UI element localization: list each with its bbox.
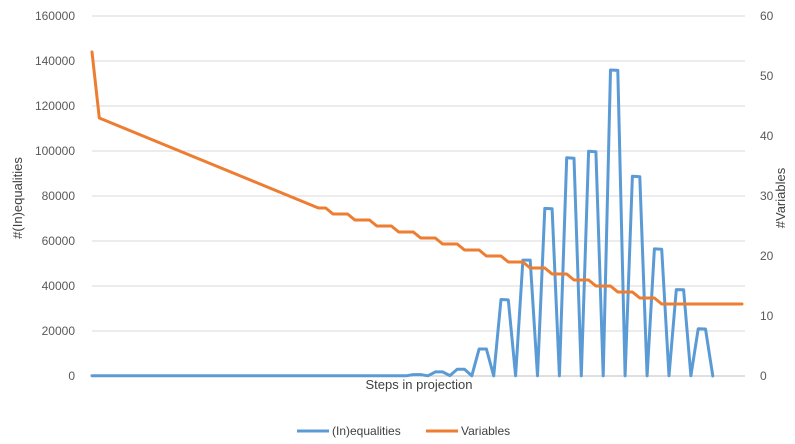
series-line-variables <box>90 50 744 306</box>
y2-tick-label: 10 <box>760 309 774 323</box>
y-tick-label: 140000 <box>35 54 75 68</box>
y2-tick-label: 20 <box>760 249 774 263</box>
series-layer <box>90 50 744 378</box>
y-tick-label: 40000 <box>42 279 76 293</box>
y-tick-label: 0 <box>68 369 75 383</box>
y-axis-title: #(In)equalities <box>10 157 25 239</box>
series-line-inequalities <box>90 68 715 378</box>
y-tick-label: 100000 <box>35 144 75 158</box>
y2-tick-label: 60 <box>760 9 774 23</box>
y-tick-label: 120000 <box>35 99 75 113</box>
y-tick-label: 160000 <box>35 9 75 23</box>
y2-tick-label: 40 <box>760 129 774 143</box>
right-axis-ticks: 0 10 20 30 40 50 60 <box>760 9 774 383</box>
legend: (In)equalities Variables <box>297 424 510 438</box>
y2-tick-label: 0 <box>760 369 767 383</box>
y2-axis-title: #Variables <box>773 167 788 228</box>
y-tick-label: 60000 <box>42 234 76 248</box>
y2-tick-label: 30 <box>760 189 774 203</box>
gridlines <box>92 15 745 332</box>
x-axis-title: Steps in projection <box>366 377 473 392</box>
y2-tick-label: 50 <box>760 69 774 83</box>
legend-label-inequalities: (In)equalities <box>332 424 401 438</box>
y-tick-label: 80000 <box>42 189 76 203</box>
legend-label-variables: Variables <box>461 424 510 438</box>
left-axis-ticks: 0 20000 40000 60000 80000 100000 120000 140000 1… <box>35 9 75 383</box>
y-tick-label: 20000 <box>42 324 76 338</box>
